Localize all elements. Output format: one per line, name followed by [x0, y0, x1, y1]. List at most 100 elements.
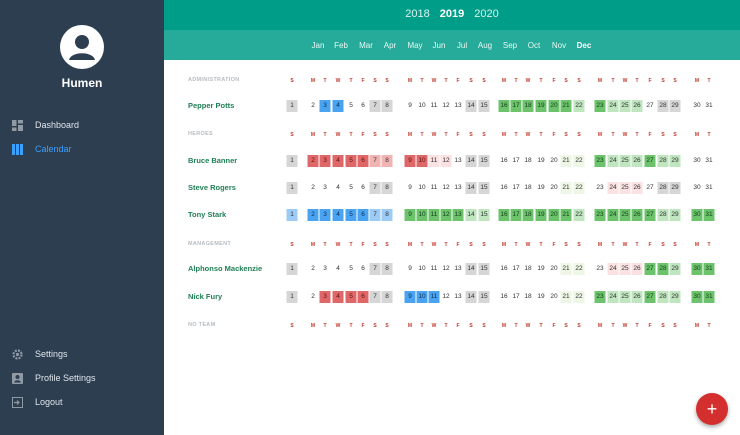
day-cell[interactable]: 22 [573, 182, 585, 194]
day-cell[interactable]: 2 [311, 265, 315, 272]
day-cell[interactable]: 3 [319, 209, 331, 221]
day-cell[interactable]: 7 [369, 263, 381, 275]
day-cell[interactable]: 31 [705, 157, 713, 164]
day-cell[interactable]: 8 [381, 155, 393, 167]
day-cell[interactable]: 30 [693, 184, 701, 191]
day-cell[interactable]: 20 [548, 100, 560, 112]
day-cell[interactable]: 6 [361, 265, 365, 272]
day-cell[interactable]: 10 [418, 265, 426, 272]
day-cell[interactable]: 11 [428, 155, 440, 167]
day-cell[interactable]: 5 [349, 184, 353, 191]
month-may[interactable]: May [407, 41, 423, 50]
day-cell[interactable]: 20 [548, 209, 560, 221]
day-cell[interactable]: 15 [478, 155, 490, 167]
day-cell[interactable]: 23 [594, 155, 606, 167]
day-cell[interactable]: 12 [442, 293, 450, 300]
day-cell[interactable]: 12 [442, 265, 450, 272]
day-cell[interactable]: 5 [345, 209, 357, 221]
day-cell[interactable]: 14 [465, 155, 477, 167]
day-cell[interactable]: 22 [573, 209, 585, 221]
day-cell[interactable]: 6 [357, 291, 369, 303]
day-cell[interactable]: 24 [607, 155, 619, 167]
day-cell[interactable]: 1 [286, 263, 298, 275]
day-cell[interactable]: 12 [440, 209, 452, 221]
day-cell[interactable]: 18 [524, 184, 532, 191]
day-cell[interactable]: 19 [537, 157, 545, 164]
year-2019[interactable]: 2019 [439, 8, 465, 20]
day-cell[interactable]: 3 [319, 291, 331, 303]
day-cell[interactable]: 7 [369, 155, 381, 167]
day-cell[interactable]: 8 [381, 100, 393, 112]
day-cell[interactable]: 10 [416, 291, 428, 303]
day-cell[interactable]: 1 [286, 209, 298, 221]
day-cell[interactable]: 22 [573, 263, 585, 275]
day-cell[interactable]: 23 [594, 209, 606, 221]
day-cell[interactable]: 16 [500, 265, 508, 272]
day-cell[interactable]: 31 [705, 102, 713, 109]
day-cell[interactable]: 16 [500, 293, 508, 300]
day-cell[interactable]: 13 [454, 157, 462, 164]
day-cell[interactable]: 7 [369, 182, 381, 194]
day-cell[interactable]: 16 [500, 157, 508, 164]
day-cell[interactable]: 9 [408, 265, 412, 272]
employee-name[interactable]: Nick Fury [188, 292, 223, 301]
day-cell[interactable]: 6 [361, 184, 365, 191]
day-cell[interactable]: 25 [619, 263, 631, 275]
day-cell[interactable]: 29 [669, 291, 681, 303]
day-cell[interactable]: 29 [669, 209, 681, 221]
day-cell[interactable]: 17 [510, 209, 522, 221]
day-cell[interactable]: 25 [619, 291, 631, 303]
day-cell[interactable]: 4 [332, 209, 344, 221]
day-cell[interactable]: 13 [454, 184, 462, 191]
day-cell[interactable]: 1 [286, 155, 298, 167]
day-cell[interactable]: 28 [657, 291, 669, 303]
day-cell[interactable]: 18 [522, 100, 534, 112]
month-oct[interactable]: Oct [527, 41, 541, 50]
day-cell[interactable]: 11 [428, 209, 440, 221]
day-cell[interactable]: 4 [332, 100, 344, 112]
day-cell[interactable]: 21 [560, 182, 572, 194]
day-cell[interactable]: 8 [381, 182, 393, 194]
day-cell[interactable]: 25 [619, 182, 631, 194]
day-cell[interactable]: 11 [430, 102, 438, 109]
day-cell[interactable]: 23 [596, 265, 604, 272]
sidebar-item-profile-settings[interactable]: Profile Settings [12, 370, 96, 386]
day-cell[interactable]: 23 [596, 184, 604, 191]
day-cell[interactable]: 4 [332, 291, 344, 303]
day-cell[interactable]: 28 [657, 100, 669, 112]
day-cell[interactable]: 13 [454, 265, 462, 272]
day-cell[interactable]: 23 [594, 291, 606, 303]
day-cell[interactable]: 19 [535, 209, 547, 221]
day-cell[interactable]: 14 [465, 209, 477, 221]
day-cell[interactable]: 19 [537, 293, 545, 300]
day-cell[interactable]: 27 [646, 102, 654, 109]
day-cell[interactable]: 18 [522, 209, 534, 221]
day-cell[interactable]: 6 [361, 102, 365, 109]
day-cell[interactable]: 26 [631, 263, 643, 275]
day-cell[interactable]: 17 [512, 157, 520, 164]
day-cell[interactable]: 9 [404, 155, 416, 167]
day-cell[interactable]: 15 [478, 209, 490, 221]
sidebar-item-calendar[interactable]: Calendar [12, 141, 72, 157]
day-cell[interactable]: 1 [286, 182, 298, 194]
day-cell[interactable]: 12 [442, 184, 450, 191]
day-cell[interactable]: 18 [524, 265, 532, 272]
day-cell[interactable]: 20 [550, 265, 558, 272]
sidebar-item-logout[interactable]: Logout [12, 394, 63, 410]
day-cell[interactable]: 11 [428, 291, 440, 303]
day-cell[interactable]: 21 [560, 100, 572, 112]
day-cell[interactable]: 3 [319, 155, 331, 167]
day-cell[interactable]: 21 [560, 291, 572, 303]
month-jan[interactable]: Jan [311, 41, 325, 50]
day-cell[interactable]: 21 [560, 209, 572, 221]
day-cell[interactable]: 25 [619, 209, 631, 221]
day-cell[interactable]: 9 [404, 291, 416, 303]
day-cell[interactable]: 20 [550, 293, 558, 300]
day-cell[interactable]: 19 [537, 184, 545, 191]
day-cell[interactable]: 27 [644, 291, 656, 303]
day-cell[interactable]: 12 [440, 155, 452, 167]
day-cell[interactable]: 15 [478, 100, 490, 112]
day-cell[interactable]: 20 [550, 184, 558, 191]
day-cell[interactable]: 19 [537, 265, 545, 272]
day-cell[interactable]: 26 [631, 182, 643, 194]
